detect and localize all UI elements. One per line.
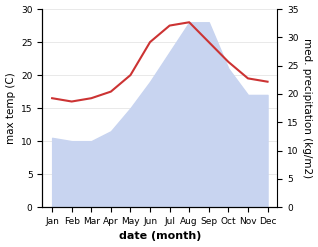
X-axis label: date (month): date (month) (119, 231, 201, 242)
Y-axis label: med. precipitation (kg/m2): med. precipitation (kg/m2) (302, 38, 313, 178)
Y-axis label: max temp (C): max temp (C) (5, 72, 16, 144)
